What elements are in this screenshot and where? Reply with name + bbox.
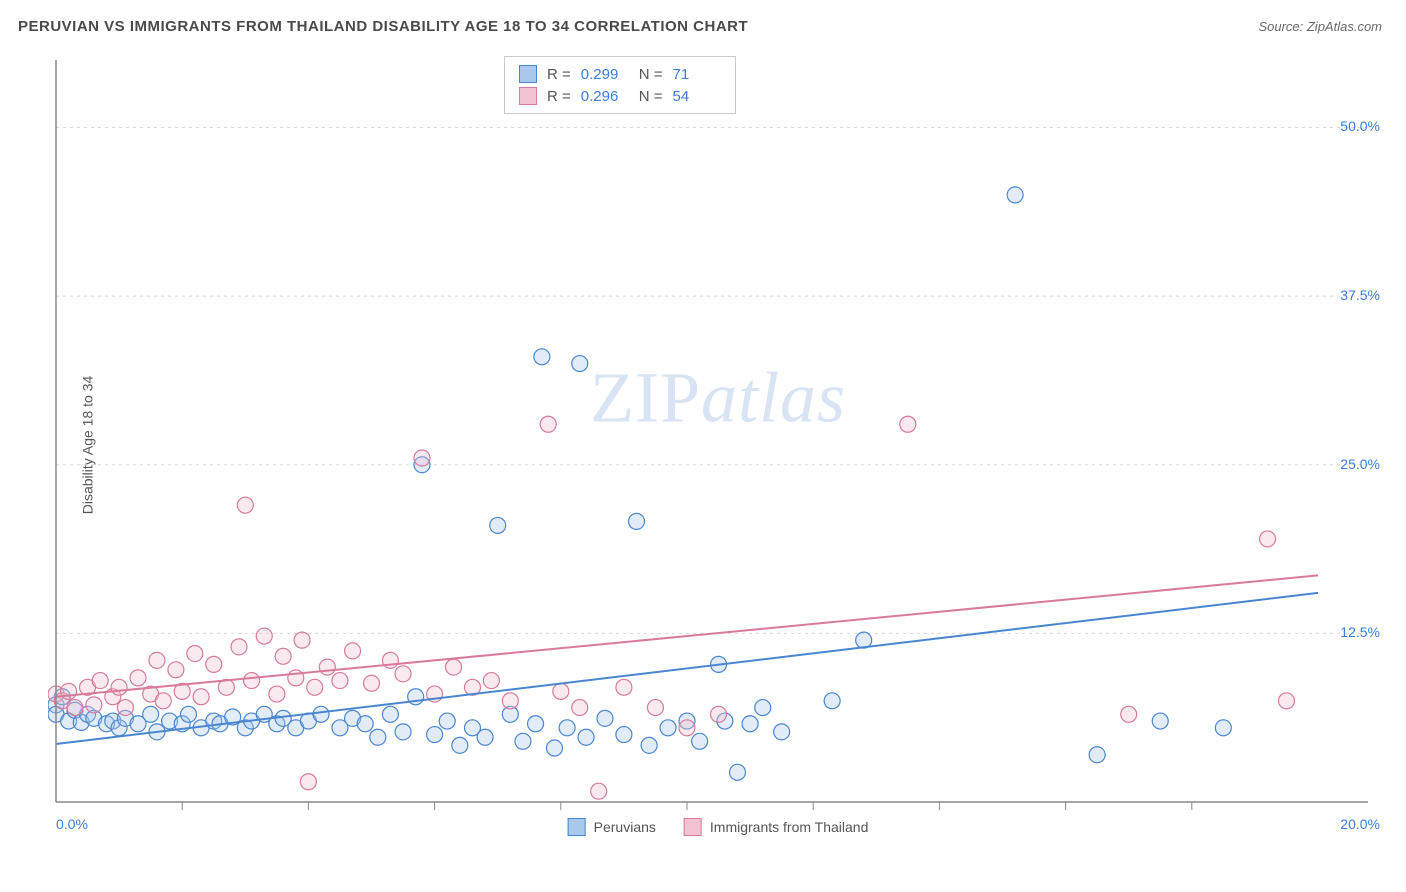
r-label: R = (547, 66, 571, 83)
y-tick-label: 12.5% (1340, 624, 1380, 640)
chart-header: PERUVIAN VS IMMIGRANTS FROM THAILAND DIS… (0, 0, 1406, 45)
chart-source: Source: ZipAtlas.com (1258, 19, 1382, 34)
r-value-2: 0.296 (581, 88, 629, 105)
n-value-2: 54 (673, 88, 721, 105)
n-label: N = (639, 88, 663, 105)
y-tick-label: 25.0% (1340, 456, 1380, 472)
legend-item-1: Peruvians (568, 818, 656, 836)
y-tick-label: 37.5% (1340, 287, 1380, 303)
legend-swatch-bottom-1 (568, 818, 586, 836)
chart-title: PERUVIAN VS IMMIGRANTS FROM THAILAND DIS… (18, 18, 748, 35)
bottom-legend: Peruvians Immigrants from Thailand (568, 818, 869, 836)
legend-swatch-1 (519, 65, 537, 83)
n-value-1: 71 (673, 66, 721, 83)
x-tick-label: 0.0% (56, 816, 88, 832)
y-tick-label: 50.0% (1340, 118, 1380, 134)
legend-swatch-2 (519, 87, 537, 105)
legend-label-2: Immigrants from Thailand (710, 819, 868, 835)
x-tick-label: 20.0% (1340, 816, 1380, 832)
scatter-plot (48, 50, 1388, 840)
chart-area: Disability Age 18 to 34 ZIPatlas R = 0.2… (48, 50, 1388, 840)
stats-row-1: R = 0.299 N = 71 (519, 63, 721, 85)
legend-item-2: Immigrants from Thailand (684, 818, 868, 836)
r-value-1: 0.299 (581, 66, 629, 83)
legend-label-1: Peruvians (594, 819, 656, 835)
legend-swatch-bottom-2 (684, 818, 702, 836)
stats-row-2: R = 0.296 N = 54 (519, 85, 721, 107)
n-label: N = (639, 66, 663, 83)
stats-legend-box: R = 0.299 N = 71 R = 0.296 N = 54 (504, 56, 736, 114)
r-label: R = (547, 88, 571, 105)
